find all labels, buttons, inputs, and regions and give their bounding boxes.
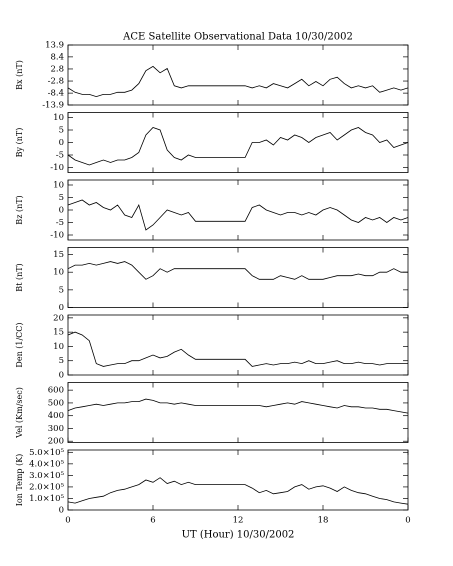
y-tick-label: -10 — [50, 163, 64, 173]
y-tick-label: 0 — [59, 506, 64, 516]
data-line — [67, 398, 409, 414]
y-tick-label: 5 — [59, 285, 64, 295]
y-tick-label: 15 — [53, 250, 64, 260]
y-tick-label: 0 — [59, 371, 64, 381]
y-tick-label: 200 — [48, 437, 64, 447]
y-axis-label: Bt (nT) — [15, 263, 24, 291]
y-tick-label: 3.0×10⁵ — [29, 471, 64, 481]
x-tick-label: 0 — [65, 516, 70, 526]
data-line — [67, 199, 409, 231]
data-line — [67, 261, 408, 280]
y-axis-label: Den (1/CC) — [15, 322, 24, 367]
y-tick-label: 10 — [53, 268, 64, 278]
y-tick-label: 5 — [59, 193, 64, 203]
y-tick-label: -2.8 — [48, 77, 64, 87]
y-tick-label: 10 — [53, 181, 64, 191]
y-tick-label: -13.9 — [42, 101, 64, 111]
y-tick-label: 5.0×10⁵ — [29, 448, 64, 458]
y-tick-label: -5 — [56, 218, 64, 228]
y-tick-label: 8.4 — [50, 52, 64, 62]
y-tick-label: 5 — [59, 126, 64, 136]
y-tick-label: 2.8 — [50, 64, 64, 74]
data-line — [67, 65, 409, 98]
y-axis-label: Vel (Km/sec) — [15, 387, 24, 439]
y-tick-label: 13.9 — [45, 41, 64, 51]
y-tick-label: 10 — [53, 113, 64, 123]
y-tick-label: 0 — [59, 138, 64, 148]
y-tick-label: -5 — [56, 151, 64, 161]
y-tick-label: 300 — [48, 424, 64, 434]
y-tick-label: -10 — [50, 231, 64, 241]
x-axis-label: UT (Hour) 10/30/2002 — [182, 530, 295, 541]
y-tick-label: 10 — [53, 342, 64, 352]
y-axis-label: Bx (nT) — [15, 60, 24, 90]
y-tick-label: 1.0×10⁵ — [29, 494, 64, 504]
x-tick-label: 18 — [318, 516, 329, 526]
x-tick-label: 12 — [233, 516, 244, 526]
y-tick-label: 0 — [59, 303, 64, 313]
data-line — [67, 127, 409, 166]
chart-title: ACE Satellite Observational Data 10/30/2… — [122, 32, 353, 43]
y-tick-label: 400 — [48, 411, 64, 421]
y-tick-label: 500 — [48, 398, 64, 408]
y-axis-label: By (nT) — [15, 128, 24, 158]
data-line — [67, 477, 409, 505]
y-tick-label: 15 — [53, 328, 64, 338]
y-tick-label: 20 — [53, 313, 64, 323]
y-tick-label: 2.0×10⁵ — [29, 482, 64, 492]
y-tick-label: 600 — [48, 386, 64, 396]
x-tick-label: 6 — [150, 516, 155, 526]
y-tick-label: 5 — [59, 356, 64, 366]
y-tick-label: 0 — [59, 206, 64, 216]
y-tick-label: 4.0×10⁵ — [29, 459, 64, 469]
data-line — [67, 331, 408, 367]
y-axis-label: Bz (nT) — [15, 195, 24, 224]
y-tick-label: -8.4 — [48, 89, 64, 99]
y-axis-label: Ion Temp (K) — [15, 454, 24, 507]
x-tick-label: 0 — [405, 516, 410, 526]
